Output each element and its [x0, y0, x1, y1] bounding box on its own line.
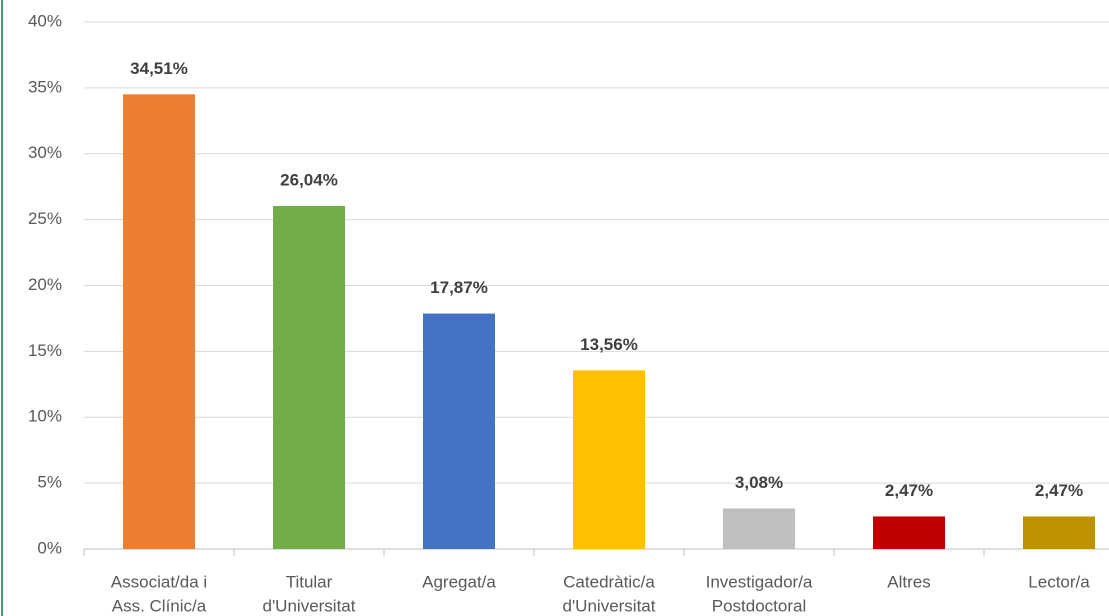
data-label: 34,51% [130, 59, 188, 78]
y-tick-label: 0% [37, 538, 62, 557]
data-label: 3,08% [735, 473, 783, 492]
x-tick-label: Titular [286, 572, 333, 591]
x-tick-label: d'Universitat [562, 596, 655, 615]
data-label: 2,47% [885, 481, 933, 500]
bar [573, 370, 645, 549]
x-tick-label: Associat/da i [111, 572, 207, 591]
x-tick-label: d'Universitat [262, 596, 355, 615]
data-label: 17,87% [430, 278, 488, 297]
bar [1023, 516, 1095, 549]
bar [423, 313, 495, 549]
y-tick-label: 5% [37, 473, 62, 492]
x-tick-label: Agregat/a [422, 572, 496, 591]
y-tick-label: 15% [28, 341, 62, 360]
y-tick-label: 35% [28, 77, 62, 96]
x-tick-label: Catedràtic/a [563, 572, 655, 591]
data-label: 13,56% [580, 335, 638, 354]
x-tick-label: Altres [887, 572, 930, 591]
y-tick-label: 30% [28, 143, 62, 162]
x-tick-label: Investigador/a [706, 572, 813, 591]
y-tick-label: 40% [28, 11, 62, 30]
bar [273, 205, 345, 549]
y-tick-label: 20% [28, 275, 62, 294]
bar [123, 94, 195, 549]
y-tick-label: 10% [28, 407, 62, 426]
bar [873, 516, 945, 549]
x-tick-label: Postdoctoral [712, 596, 807, 615]
x-tick-label: Ass. Clínic/a [112, 596, 207, 615]
data-label: 2,47% [1035, 481, 1083, 500]
x-tick-label: Lector/a [1028, 572, 1090, 591]
y-tick-label: 25% [28, 209, 62, 228]
bar [723, 508, 795, 549]
data-label: 26,04% [280, 170, 338, 189]
